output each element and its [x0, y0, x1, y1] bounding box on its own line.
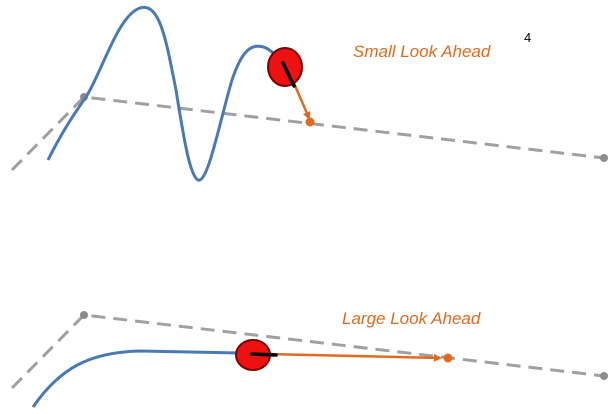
label-small-look-ahead: Small Look Ahead [353, 42, 491, 61]
lookahead-point-top [305, 117, 315, 127]
top-panel: Small Look Ahead [10, 5, 608, 182]
waypoint-top-end [600, 154, 608, 162]
reference-path-top [10, 95, 605, 172]
lookahead-vector-bottom [265, 352, 442, 362]
vehicle-heading-bottom [250, 352, 278, 357]
reference-path-bottom [10, 313, 605, 390]
waypoint-bottom-start [80, 311, 88, 319]
trajectory-top [46, 5, 286, 182]
label-large-look-ahead: Large Look Ahead [342, 309, 481, 328]
bottom-panel: Large Look Ahead [10, 309, 608, 408]
waypoint-bottom-end [600, 372, 608, 380]
trajectory-bottom [31, 349, 241, 408]
page-number: 4 [524, 30, 531, 45]
vehicle-heading-top [281, 61, 296, 88]
lookahead-point-bottom [443, 353, 453, 363]
